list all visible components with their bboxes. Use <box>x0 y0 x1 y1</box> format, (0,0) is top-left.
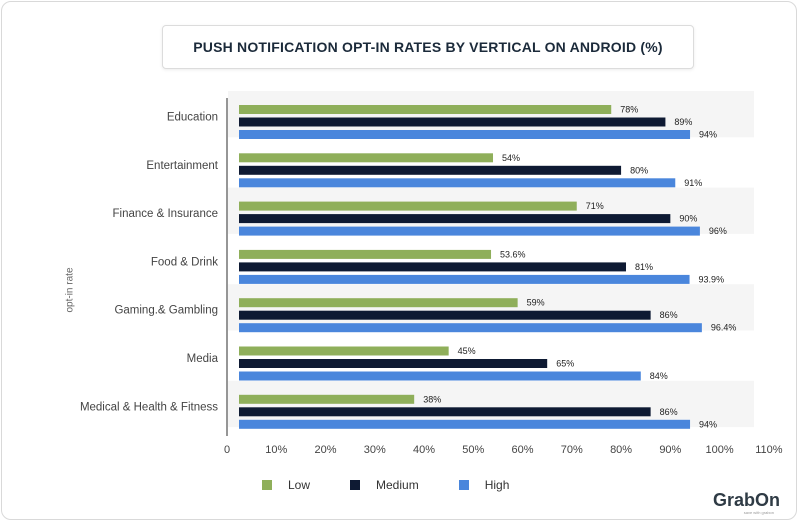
data-label: 91% <box>684 178 702 188</box>
row-band <box>228 380 754 428</box>
category-label: Education <box>167 112 218 124</box>
data-label: 80% <box>630 165 648 175</box>
legend-label-low: Low <box>288 478 311 492</box>
row-band <box>228 91 754 138</box>
x-tick-label: 30% <box>364 444 386 456</box>
bar-high <box>239 178 676 188</box>
x-tick-label: 70% <box>561 444 583 456</box>
x-tick-label: 40% <box>413 444 435 456</box>
grabon-logo: GrabOn <box>712 490 780 510</box>
bar-low <box>239 201 577 211</box>
bar-high <box>239 130 691 139</box>
data-label: 96% <box>709 226 727 236</box>
bar-high <box>239 323 702 333</box>
bar-low <box>239 105 612 114</box>
bar-high <box>239 419 691 429</box>
bar-low <box>239 346 449 356</box>
category-label: Food & Drink <box>151 256 218 268</box>
data-label: 53.6% <box>500 249 526 259</box>
bar-low <box>239 298 518 308</box>
bar-medium <box>239 262 627 272</box>
data-label: 59% <box>527 298 545 308</box>
bar-medium <box>239 359 548 368</box>
grabon-tagline: save with grabon <box>743 510 774 515</box>
x-tick-label: 110% <box>755 444 783 456</box>
x-tick-label: 50% <box>462 444 484 456</box>
data-label: 86% <box>660 310 678 320</box>
category-label: Media <box>187 353 219 365</box>
data-label: 71% <box>586 201 604 211</box>
category-label: Finance & Insurance <box>113 208 218 220</box>
category-label: Gaming.& Gambling <box>114 305 218 317</box>
x-tick-label: 100% <box>706 444 734 456</box>
bar-low <box>239 153 494 163</box>
legend-item-high: High <box>458 478 510 492</box>
data-label: 93.9% <box>699 274 725 284</box>
data-label: 84% <box>650 371 668 381</box>
bar-medium <box>239 407 651 417</box>
data-label: 65% <box>556 359 574 369</box>
x-tick-label: 90% <box>659 444 681 456</box>
bar-medium <box>239 117 666 127</box>
x-tick-label: 80% <box>610 444 632 456</box>
legend-swatch-high <box>458 480 469 490</box>
bar-high <box>239 226 700 236</box>
x-tick-label: 10% <box>265 444 287 456</box>
data-label: 96.4% <box>711 323 737 333</box>
bar-medium <box>239 310 651 320</box>
chart-title: PUSH NOTIFICATION OPT-IN RATES BY VERTIC… <box>162 25 694 69</box>
data-label: 94% <box>699 419 717 429</box>
data-label: 90% <box>679 214 697 224</box>
legend-item-low: Low <box>262 478 310 492</box>
data-label: 81% <box>635 262 653 272</box>
legend-item-medium: Medium <box>350 478 419 492</box>
row-band <box>228 284 754 331</box>
x-tick-label: 60% <box>512 444 534 456</box>
category-label: Entertainment <box>146 160 218 172</box>
data-label: 54% <box>502 153 520 163</box>
data-label: 38% <box>423 394 441 404</box>
x-tick-label: 20% <box>315 444 337 456</box>
data-label: 86% <box>660 407 678 417</box>
data-label: 94% <box>699 130 717 140</box>
legend-label-medium: Medium <box>376 478 419 492</box>
bar-high <box>239 274 690 284</box>
category-label: Medical & Health & Fitness <box>80 401 218 413</box>
data-label: 45% <box>458 346 476 356</box>
legend: Low Medium High <box>262 478 549 492</box>
legend-swatch-medium <box>350 480 361 490</box>
bar-high <box>239 371 641 381</box>
row-band <box>228 187 754 234</box>
bar-medium <box>239 165 622 175</box>
bar-low <box>239 394 415 404</box>
data-label: 78% <box>620 105 638 115</box>
data-label: 89% <box>674 117 692 127</box>
bar-medium <box>239 214 671 224</box>
legend-swatch-low <box>262 480 272 490</box>
bar-low <box>239 249 492 259</box>
legend-label-high: High <box>484 478 510 492</box>
x-tick-label: 0 <box>224 444 230 456</box>
